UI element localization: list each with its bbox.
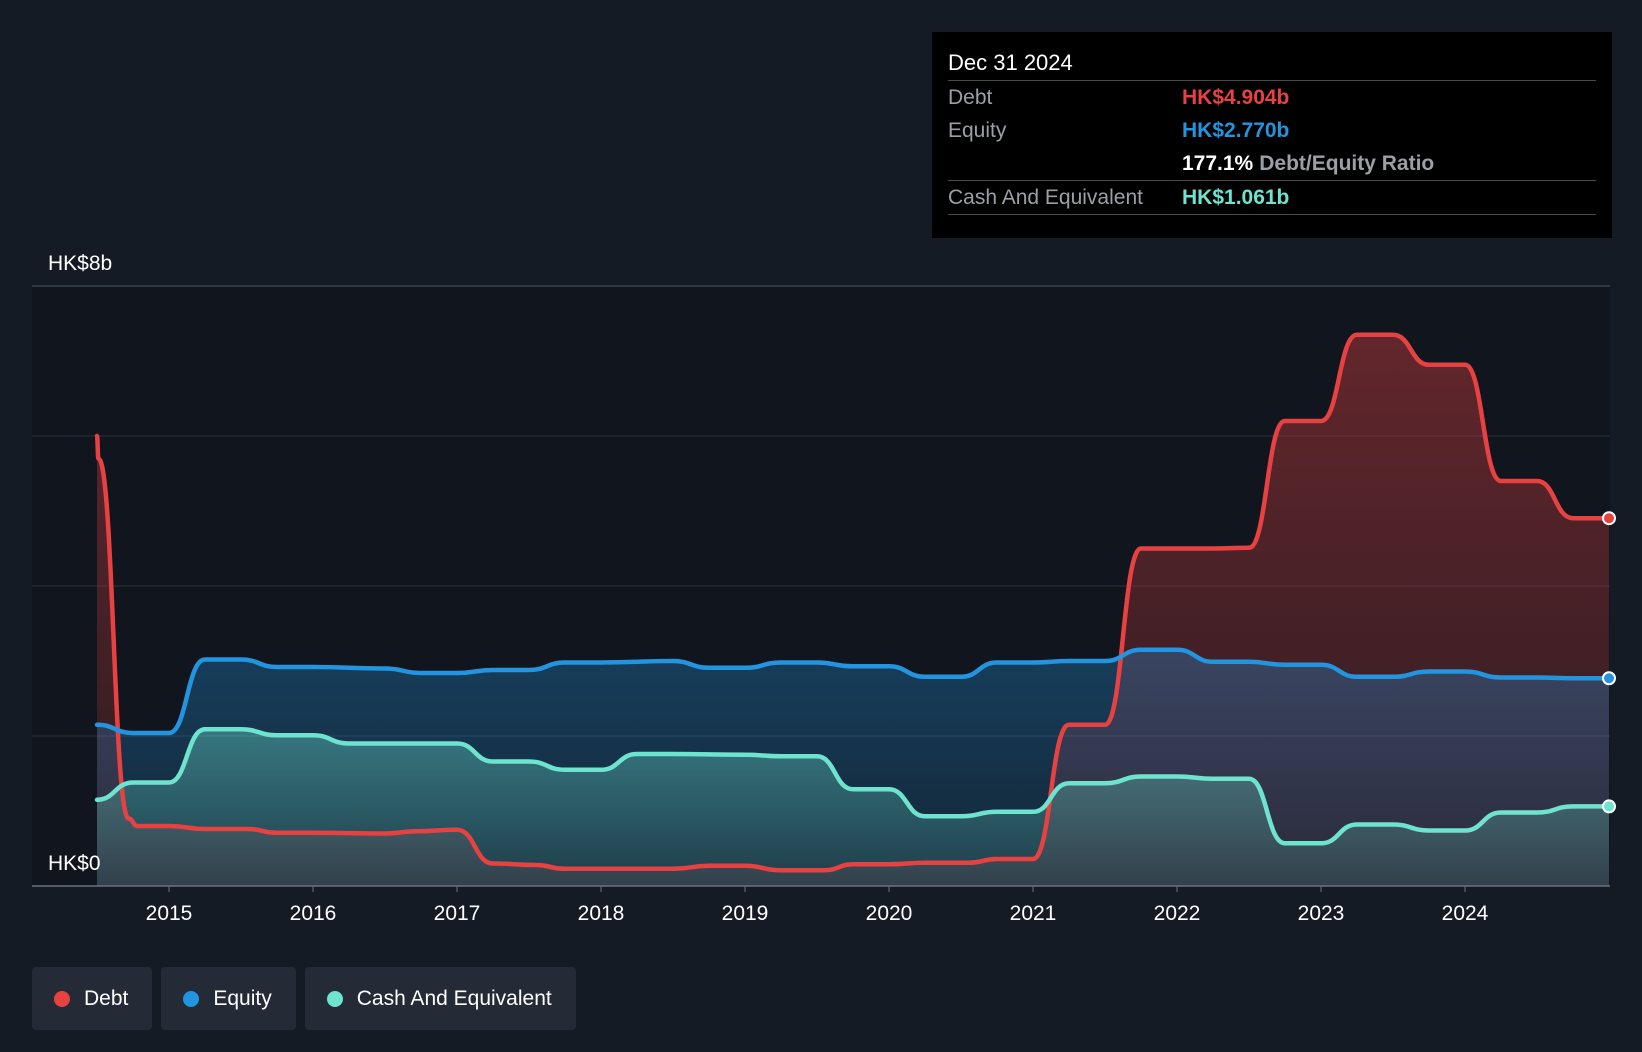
tooltip-cash-value: HK$1.061b [1182,186,1290,209]
x-tick-label: 2015 [146,902,193,925]
x-tick-label: 2024 [1442,902,1489,925]
tooltip-row-cash: Cash And Equivalent HK$1.061b [948,180,1596,215]
legend-label-cash: Cash And Equivalent [356,986,552,1010]
cash-line [94,727,1612,846]
legend: Debt Equity Cash And Equivalent [32,967,576,1030]
tooltip-row-debt: Debt HK$4.904b [948,80,1596,114]
series-end-markers [1602,511,1616,814]
legend-item-cash[interactable]: Cash And Equivalent [304,967,576,1030]
y-axis-top-label: HK$8b [48,252,112,275]
tooltip-equity-value: HK$2.770b [1182,119,1290,142]
tooltip-ratio-label: Debt/Equity Ratio [1259,152,1435,175]
x-tick-label: 2019 [722,902,769,925]
legend-label-debt: Debt [84,986,129,1010]
tooltip-row-equity: Equity HK$2.770b [948,114,1596,147]
x-tick-label: 2022 [1154,902,1201,925]
tooltip-cash-label: Cash And Equivalent [948,186,1143,209]
x-tick-label: 2021 [1010,902,1057,925]
equity-line [94,647,1612,736]
tooltip-equity-label: Equity [948,119,1007,142]
x-tick-label: 2018 [578,902,625,925]
legend-item-equity[interactable]: Equity [161,967,296,1030]
legend-label-equity: Equity [213,986,272,1010]
cash-end-point [1602,799,1616,814]
legend-item-debt[interactable]: Debt [32,967,153,1030]
x-tick-label: 2016 [290,902,337,925]
x-tick-label: 2017 [434,902,481,925]
x-axis-ticks: 2015 2016 2017 2018 2019 2020 2021 2022 2023 2024 [146,886,1489,925]
series-lines [94,332,1612,873]
debt-end-point [1602,511,1616,526]
x-tick-label: 2020 [866,902,913,925]
cash-dot-icon [326,990,343,1007]
equity-end-point [1602,671,1616,686]
debt-line [94,332,1612,873]
tooltip-debt-value: HK$4.904b [1182,86,1290,109]
tooltip-date: Dec 31 2024 [948,50,1073,75]
tooltip-panel: Dec 31 2024 Debt HK$4.904b Equity HK$2.7… [932,32,1612,238]
tooltip-debt-label: Debt [948,86,993,109]
equity-dot-icon [183,990,200,1007]
tooltip-ratio-value: 177.1% [1182,152,1254,175]
x-tick-label: 2023 [1298,902,1345,925]
y-axis-bottom-label: HK$0 [48,852,101,875]
debt-dot-icon [54,990,70,1007]
tooltip-row-ratio: 177.1% Debt/Equity Ratio [948,147,1596,180]
